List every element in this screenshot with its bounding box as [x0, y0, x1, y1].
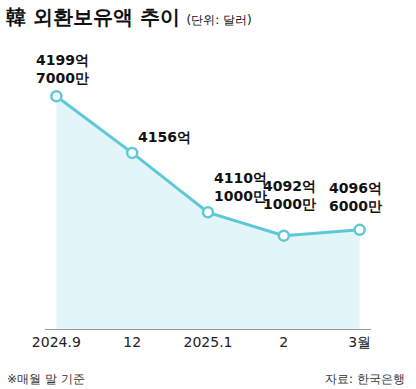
- svg-text:※매월 말 기준: ※매월 말 기준: [7, 372, 85, 386]
- svg-text:12: 12: [123, 334, 141, 350]
- svg-text:2: 2: [279, 334, 288, 350]
- svg-text:3월: 3월: [348, 334, 371, 350]
- svg-text:韓 외환보유액 추이 (단위: 달러): 韓 외환보유액 추이 (단위: 달러): [6, 5, 252, 29]
- svg-text:4199억7000만: 4199억7000만: [36, 52, 89, 86]
- svg-text:2025.1: 2025.1: [184, 334, 233, 350]
- svg-text:4096억6000만: 4096억6000만: [329, 180, 382, 214]
- svg-text:4092억1000만: 4092억1000만: [263, 178, 316, 212]
- svg-text:자료: 한국은행: 자료: 한국은행: [325, 372, 405, 386]
- svg-text:4110억1000만: 4110억1000만: [214, 170, 267, 204]
- svg-text:4156억: 4156억: [138, 129, 191, 145]
- svg-text:2024.9: 2024.9: [32, 334, 81, 350]
